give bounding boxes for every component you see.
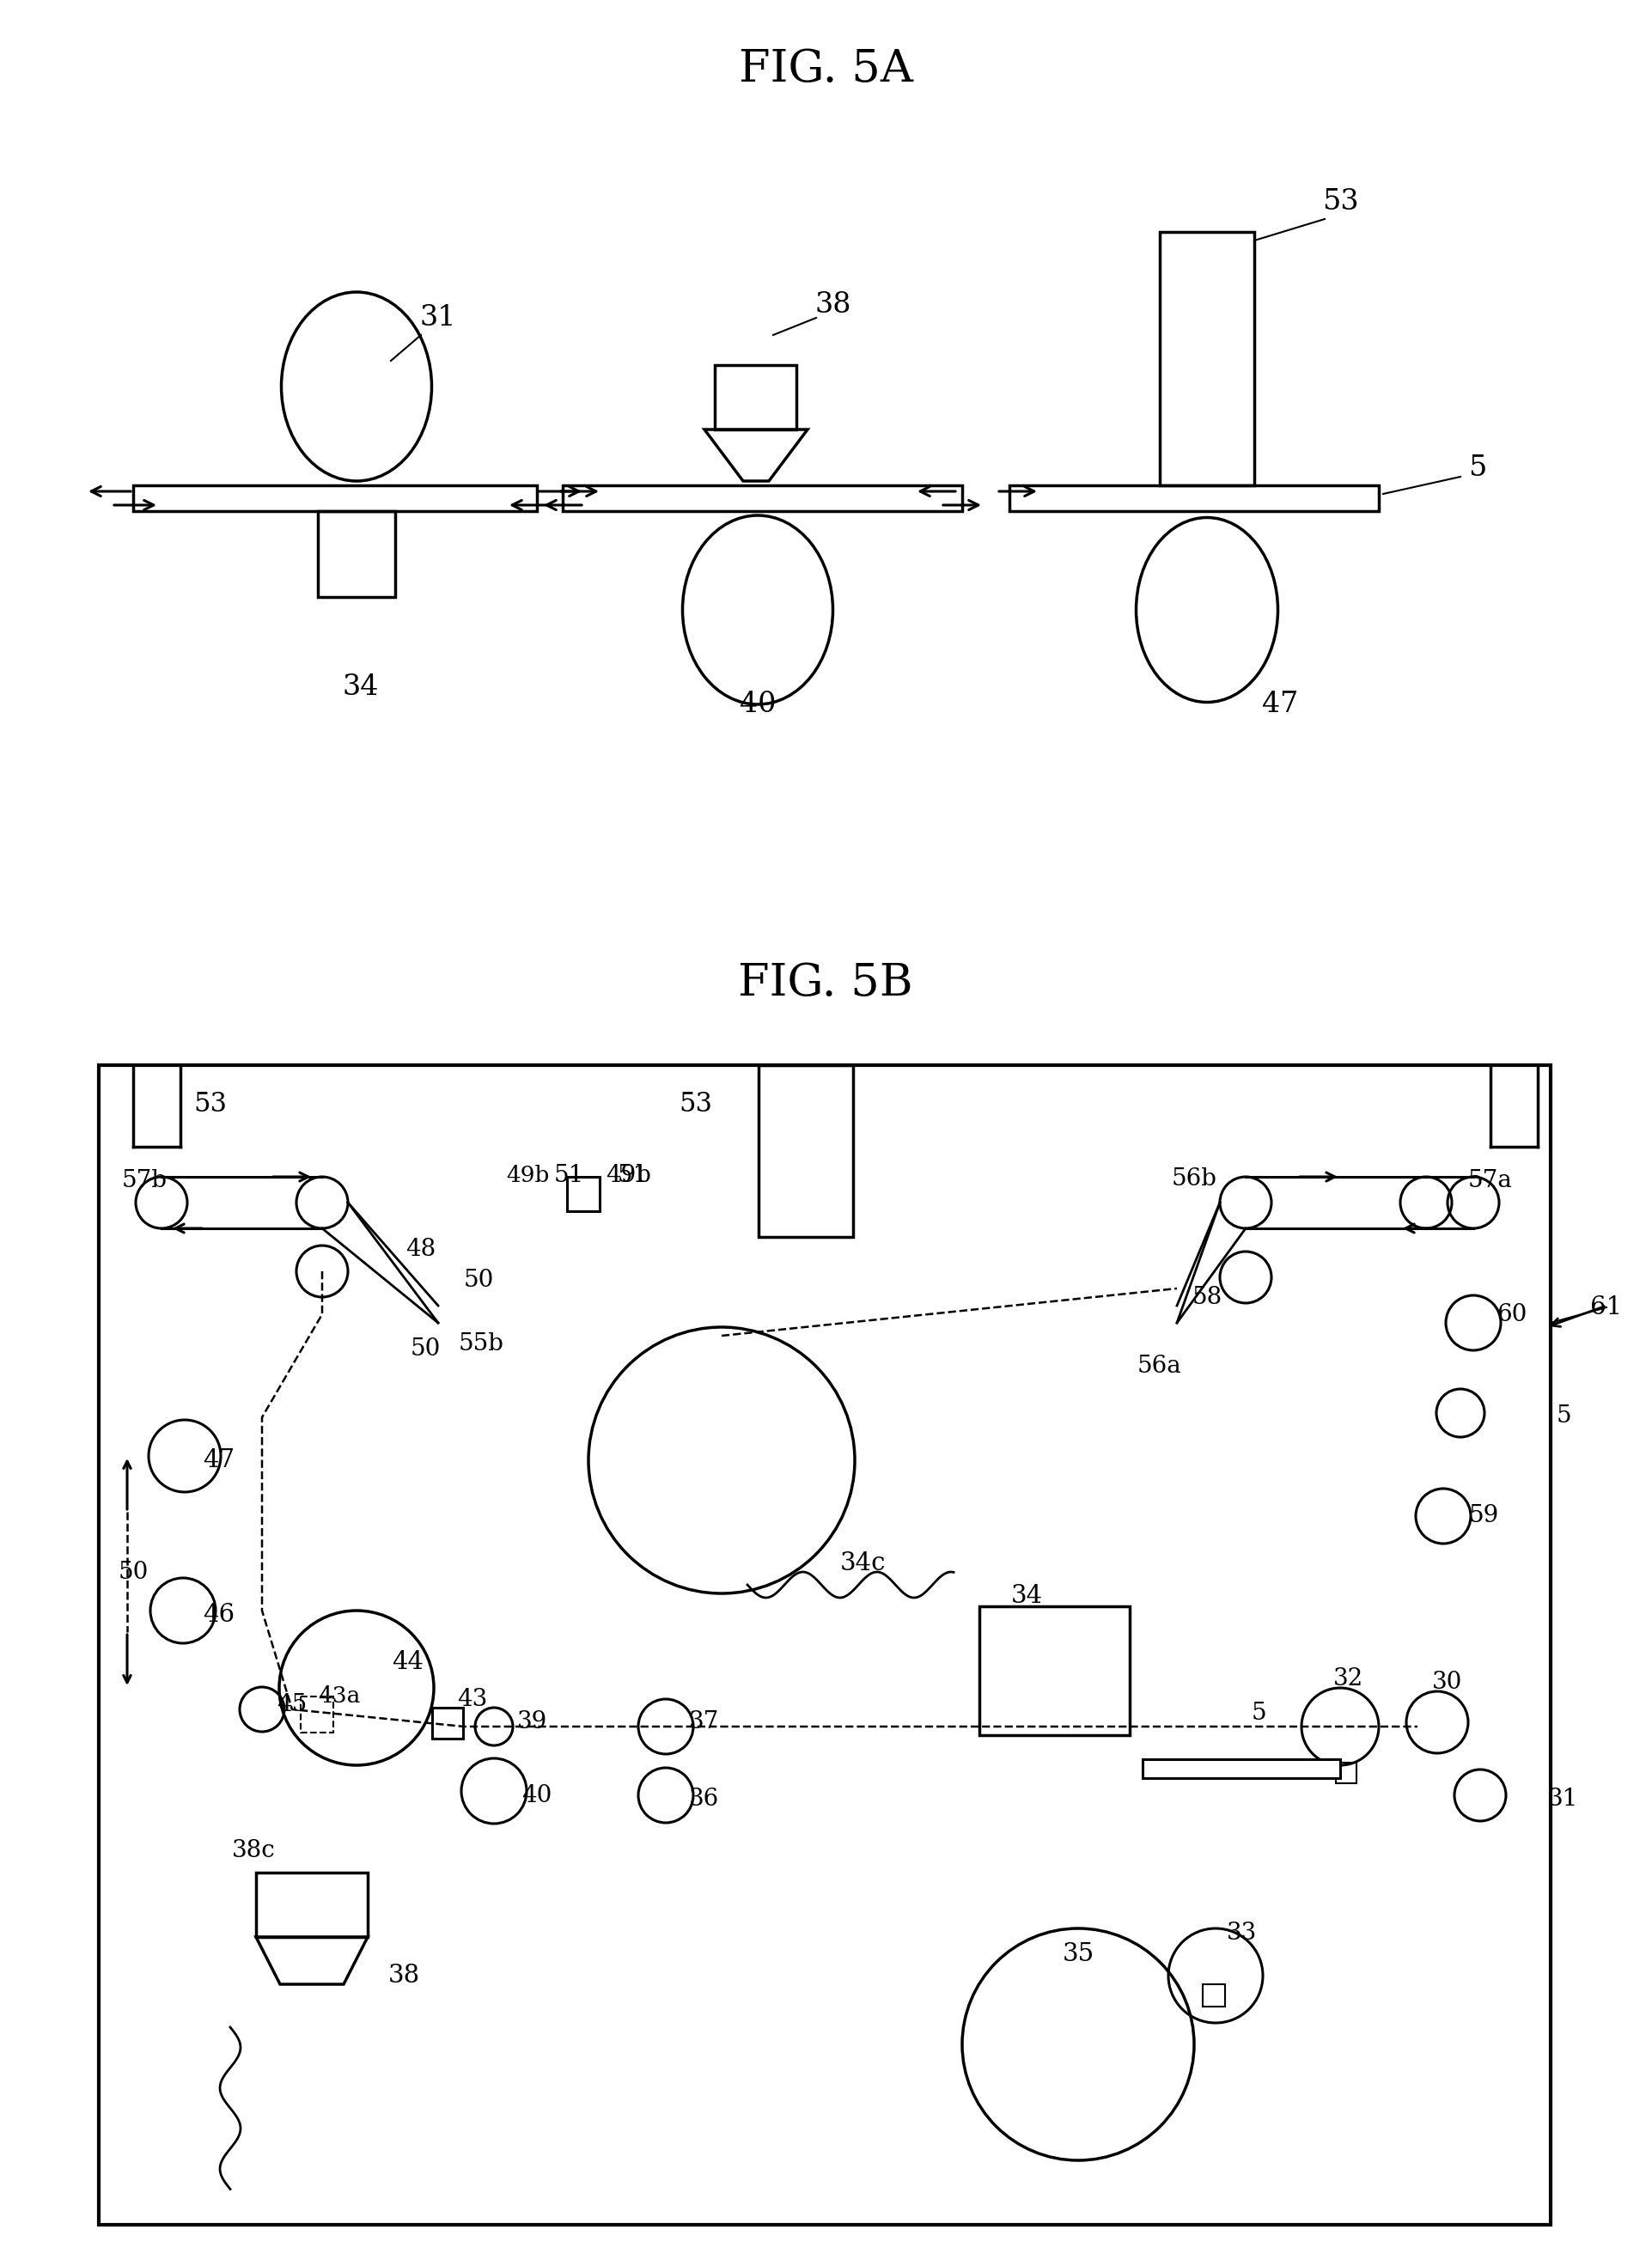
Text: 38: 38 <box>388 1965 420 1987</box>
Text: 45: 45 <box>278 1693 307 1718</box>
Text: 35: 35 <box>1062 1942 1094 1967</box>
Text: 51: 51 <box>553 1162 585 1187</box>
Text: 56a: 56a <box>1138 1355 1181 1378</box>
Text: 55b: 55b <box>458 1332 504 1355</box>
Text: 5: 5 <box>1251 1702 1265 1724</box>
Text: FIG. 5B: FIG. 5B <box>738 961 914 1006</box>
Text: 51: 51 <box>610 1162 648 1187</box>
Text: 53: 53 <box>1322 188 1358 215</box>
Text: 60: 60 <box>1497 1303 1526 1326</box>
Bar <box>1143 1758 1340 1779</box>
Bar <box>256 1872 368 1937</box>
Text: 57b: 57b <box>122 1169 167 1192</box>
Text: 50: 50 <box>410 1337 441 1360</box>
Text: 40: 40 <box>740 691 776 718</box>
Text: 34c: 34c <box>841 1552 887 1575</box>
Text: 38: 38 <box>814 292 851 320</box>
Text: 47: 47 <box>203 1448 235 1473</box>
Text: 34: 34 <box>1011 1584 1042 1609</box>
Text: 43a: 43a <box>319 1686 360 1706</box>
Text: 32: 32 <box>1333 1668 1365 1690</box>
Bar <box>1160 231 1254 485</box>
Bar <box>99 1065 1551 2225</box>
Text: 49b: 49b <box>507 1165 550 1185</box>
Text: 39: 39 <box>517 1711 548 1733</box>
Text: 47: 47 <box>1262 691 1298 718</box>
Bar <box>758 1065 852 1237</box>
Bar <box>980 1607 1130 1736</box>
Bar <box>1336 1763 1356 1783</box>
Text: 48: 48 <box>406 1237 436 1262</box>
Text: 5: 5 <box>1556 1405 1571 1428</box>
Bar <box>134 485 537 512</box>
Text: 53: 53 <box>193 1090 228 1117</box>
Text: 30: 30 <box>1432 1670 1462 1693</box>
Text: 31: 31 <box>420 304 456 331</box>
Text: 36: 36 <box>689 1788 720 1811</box>
Text: 58: 58 <box>1191 1285 1222 1310</box>
Text: FIG. 5A: FIG. 5A <box>738 48 914 91</box>
Text: 56b: 56b <box>1171 1167 1218 1190</box>
Bar <box>433 1709 463 1738</box>
Text: 50: 50 <box>464 1269 494 1292</box>
Text: 40: 40 <box>522 1783 552 1806</box>
Text: 5: 5 <box>1469 455 1487 483</box>
Text: 38c: 38c <box>231 1840 276 1863</box>
Bar <box>563 485 961 512</box>
Text: 44: 44 <box>392 1650 425 1675</box>
Bar <box>1203 1985 1226 2008</box>
Bar <box>567 1176 600 1210</box>
Bar <box>1009 485 1379 512</box>
Text: 61: 61 <box>1591 1296 1622 1319</box>
Text: 37: 37 <box>689 1711 720 1733</box>
Bar <box>317 512 395 596</box>
Text: 59: 59 <box>1469 1505 1498 1527</box>
Text: 33: 33 <box>1226 1922 1257 1944</box>
Text: 34: 34 <box>342 673 378 700</box>
Text: 50: 50 <box>117 1561 149 1584</box>
Text: 43: 43 <box>458 1688 487 1711</box>
Text: 53: 53 <box>679 1090 712 1117</box>
Bar <box>715 365 796 431</box>
Text: 31: 31 <box>1548 1788 1579 1811</box>
Bar <box>301 1697 334 1733</box>
Text: 49b: 49b <box>606 1162 651 1187</box>
Text: 46: 46 <box>203 1602 235 1627</box>
Text: 57a: 57a <box>1469 1169 1513 1192</box>
